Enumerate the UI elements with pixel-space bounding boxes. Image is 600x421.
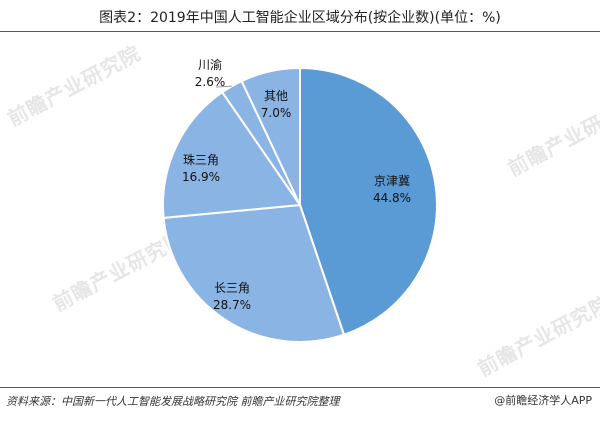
slice-value-label: 2.6%: [195, 75, 226, 89]
slice-value-label: 28.7%: [213, 298, 251, 312]
source-note: 资料来源：中国新一代人工智能发展战略研究院 前瞻产业研究院整理: [6, 395, 340, 408]
slice-value-label: 7.0%: [261, 106, 292, 120]
brand-credit: @前瞻经济学人APP: [494, 394, 592, 407]
pie-slice: [299, 66, 438, 337]
pie-slices: [162, 66, 438, 343]
slice-label: 川渝: [198, 57, 222, 72]
slice-label: 京津冀: [374, 174, 410, 188]
callout-line: [215, 85, 232, 88]
pie-slice: [162, 90, 302, 219]
header-divider: [0, 31, 600, 32]
pie-slice: [240, 66, 301, 206]
footer-divider: [0, 387, 600, 388]
slice-label: 珠三角: [183, 153, 219, 167]
slice-value-label: 16.9%: [182, 170, 220, 184]
chart-title: 图表2：2019年中国人工智能企业区域分布(按企业数)(单位：%): [99, 10, 501, 26]
pie-callouts: [215, 85, 232, 88]
slice-label: 其他: [264, 89, 288, 103]
slice-value-label: 44.8%: [373, 191, 411, 205]
slice-label: 长三角: [214, 281, 250, 295]
pie-labels: 京津冀 44.8% 长三角 28.7% 珠三角 16.9% 川渝 2.6% 其他 7.0%: [182, 57, 411, 312]
pie-slice: [162, 203, 346, 343]
